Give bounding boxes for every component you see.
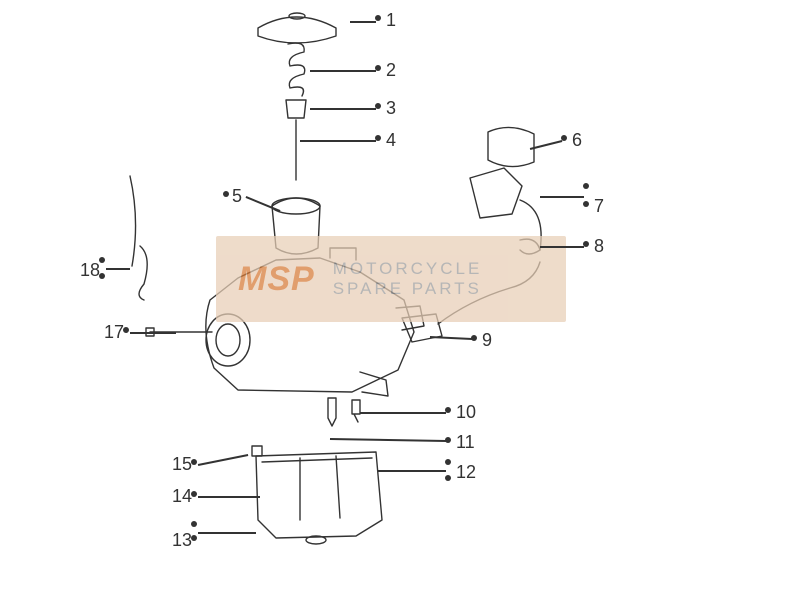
callout-line-12 xyxy=(378,470,446,472)
callout-label-8: 8 xyxy=(594,236,604,257)
callout-label-1: 1 xyxy=(386,10,396,31)
callout-line-14 xyxy=(198,496,260,498)
callout-dot-13-0 xyxy=(191,535,197,541)
callout-dot-17 xyxy=(123,327,129,333)
callout-dot-12-0 xyxy=(445,459,451,465)
callout-line-18 xyxy=(106,268,130,270)
watermark-text: MOTORCYCLE SPARE PARTS xyxy=(333,259,483,298)
callout-line-8 xyxy=(540,246,584,248)
callout-label-17: 17 xyxy=(104,322,124,343)
callout-label-10: 10 xyxy=(456,402,476,423)
watermark-logo: MSP xyxy=(238,260,315,299)
callout-dot-12-1 xyxy=(445,475,451,481)
callout-label-18: 18 xyxy=(80,260,100,281)
callout-label-2: 2 xyxy=(386,60,396,81)
callout-dot-7-0 xyxy=(583,201,589,207)
callout-line-17 xyxy=(130,332,176,334)
callout-dot-13-1 xyxy=(191,521,197,527)
callout-label-14: 14 xyxy=(172,486,192,507)
callout-line-13 xyxy=(198,532,256,534)
callout-label-13: 13 xyxy=(172,530,192,551)
callout-line-7 xyxy=(540,196,584,198)
exploded-carburetor-diagram: MSP MOTORCYCLE SPARE PARTS 1234567891011… xyxy=(0,0,800,600)
callout-line-10 xyxy=(360,412,446,414)
callout-dot-18-0 xyxy=(99,257,105,263)
callout-line-3 xyxy=(310,108,376,110)
callout-label-5: 5 xyxy=(232,186,242,207)
callout-dot-5 xyxy=(223,191,229,197)
callout-dot-14 xyxy=(191,491,197,497)
callout-label-11: 11 xyxy=(456,432,475,453)
callout-dot-18-1 xyxy=(99,273,105,279)
callout-label-6: 6 xyxy=(572,130,582,151)
callout-label-9: 9 xyxy=(482,330,492,351)
callout-label-12: 12 xyxy=(456,462,476,483)
watermark-line2: SPARE PARTS xyxy=(333,279,483,299)
callout-label-3: 3 xyxy=(386,98,396,119)
callout-label-4: 4 xyxy=(386,130,396,151)
callout-line-1 xyxy=(350,21,376,23)
callout-line-4 xyxy=(300,140,376,142)
callout-dot-15 xyxy=(191,459,197,465)
watermark: MSP MOTORCYCLE SPARE PARTS xyxy=(216,236,566,322)
watermark-line1: MOTORCYCLE xyxy=(333,259,483,279)
callout-label-15: 15 xyxy=(172,454,192,475)
callout-dot-7-1 xyxy=(583,183,589,189)
callout-label-7: 7 xyxy=(594,196,604,217)
callout-line-2 xyxy=(310,70,376,72)
